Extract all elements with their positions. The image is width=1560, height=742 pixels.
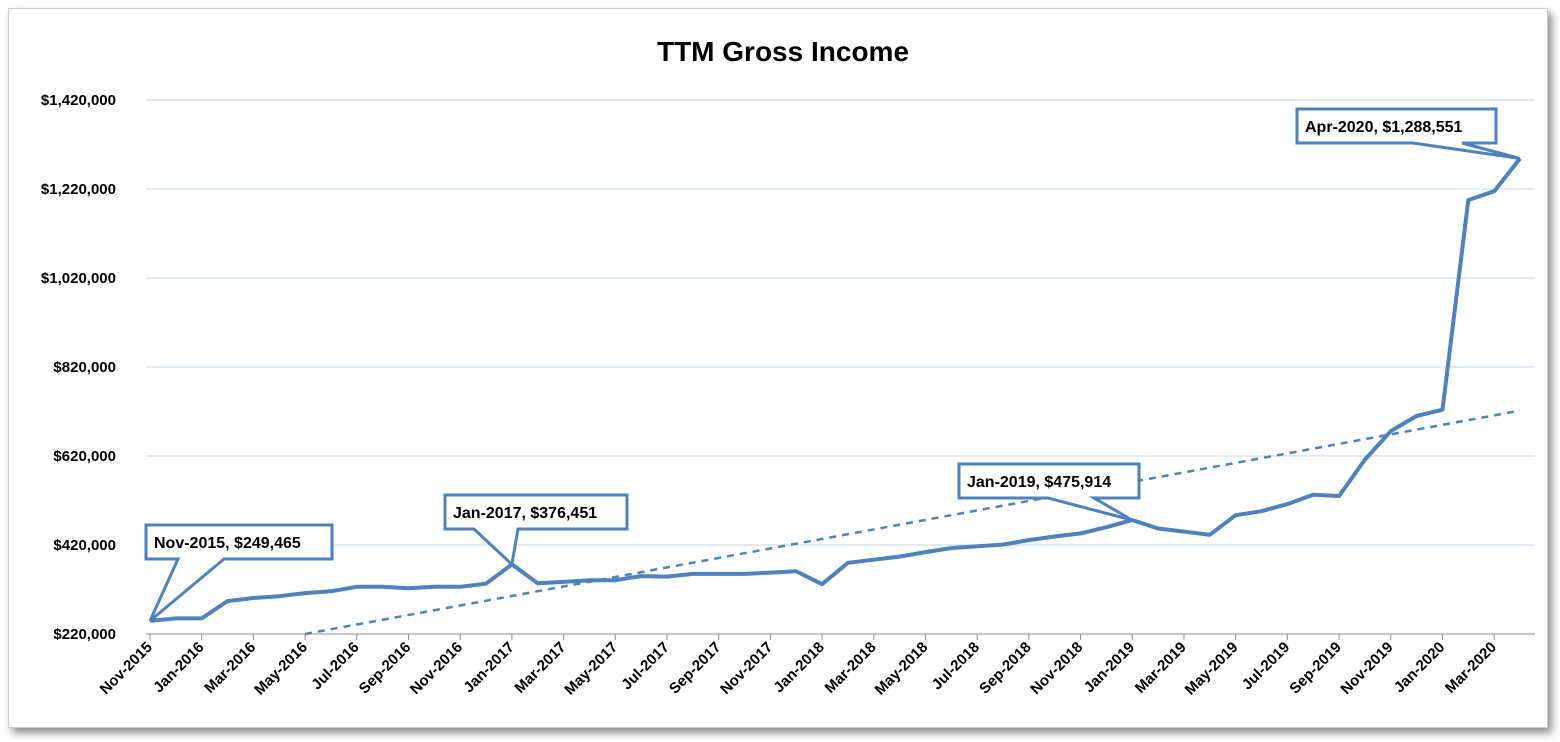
chart-title: TTM Gross Income <box>657 36 909 67</box>
x-axis-tick-labels: Nov-2015Jan-2016Mar-2016May-2016Jul-2016… <box>97 639 1500 699</box>
x-tick-label: Sep-2018 <box>976 639 1035 698</box>
callout-label: Jan-2017, $376,451 <box>453 505 597 522</box>
x-tick-label: Mar-2016 <box>201 639 259 697</box>
callout-box <box>1295 107 1521 160</box>
x-tick-label: Nov-2018 <box>1027 639 1086 698</box>
x-tick-label: Nov-2015 <box>97 639 156 698</box>
x-tick-label: Nov-2019 <box>1337 639 1396 698</box>
x-tick-label: Jul-2016 <box>308 639 362 693</box>
x-tick-label: Nov-2016 <box>407 639 466 698</box>
callout-label: Nov-2015, $249,465 <box>154 535 301 552</box>
chart-frame <box>8 8 1548 728</box>
x-tick-label: Jan-2019 <box>1081 639 1138 696</box>
gridlines <box>146 99 1535 635</box>
x-tick-label: Mar-2019 <box>1132 639 1190 697</box>
y-tick-label: $420,000 <box>53 537 116 554</box>
y-axis-tick-labels: $220,000 $420,000 $620,000 $820,000 $1,020,0… <box>41 92 116 643</box>
trendline <box>304 409 1521 636</box>
series-line <box>149 157 1522 623</box>
x-tick-label: Jan-2018 <box>770 639 827 696</box>
x-tick-label: Jan-2016 <box>150 639 207 696</box>
y-tick-label: $1,420,000 <box>41 92 116 109</box>
x-tick-label: Nov-2017 <box>717 639 776 698</box>
x-tick-label: May-2016 <box>251 639 311 699</box>
x-tick-label: Sep-2016 <box>356 639 415 698</box>
callout-label: Jan-2019, $475,914 <box>967 474 1111 491</box>
x-tick-label: Jan-2017 <box>460 639 517 696</box>
x-tick-label: May-2018 <box>872 639 932 699</box>
data-callouts: Nov-2015, $249,465 Jan-2017, $376,451 Jan-… <box>144 107 1521 623</box>
callout-label: Apr-2020, $1,288,551 <box>1305 119 1463 136</box>
callout-box <box>144 523 334 623</box>
income-line <box>149 157 1522 623</box>
y-tick-label: $220,000 <box>53 626 116 643</box>
y-tick-label: $1,220,000 <box>41 181 116 198</box>
x-tick-label: Mar-2020 <box>1442 639 1500 697</box>
x-axis <box>149 634 1495 640</box>
x-tick-label: Sep-2017 <box>666 639 725 698</box>
x-tick-label: Mar-2018 <box>822 639 880 697</box>
callout-box <box>957 462 1141 522</box>
x-tick-label: Jul-2017 <box>618 639 672 693</box>
x-tick-label: Mar-2017 <box>511 639 569 697</box>
x-tick-label: Jul-2018 <box>929 639 983 693</box>
x-tick-label: May-2017 <box>561 639 621 699</box>
callout-box <box>443 493 629 568</box>
x-tick-label: Jan-2020 <box>1391 639 1448 696</box>
x-tick-label: Sep-2019 <box>1286 639 1345 698</box>
x-tick-label: Jul-2019 <box>1239 639 1293 693</box>
y-tick-label: $1,020,000 <box>41 270 116 287</box>
linear-trendline <box>304 409 1521 636</box>
y-tick-label: $820,000 <box>53 359 116 376</box>
y-tick-label: $620,000 <box>53 448 116 465</box>
x-tick-label: May-2019 <box>1182 639 1242 699</box>
